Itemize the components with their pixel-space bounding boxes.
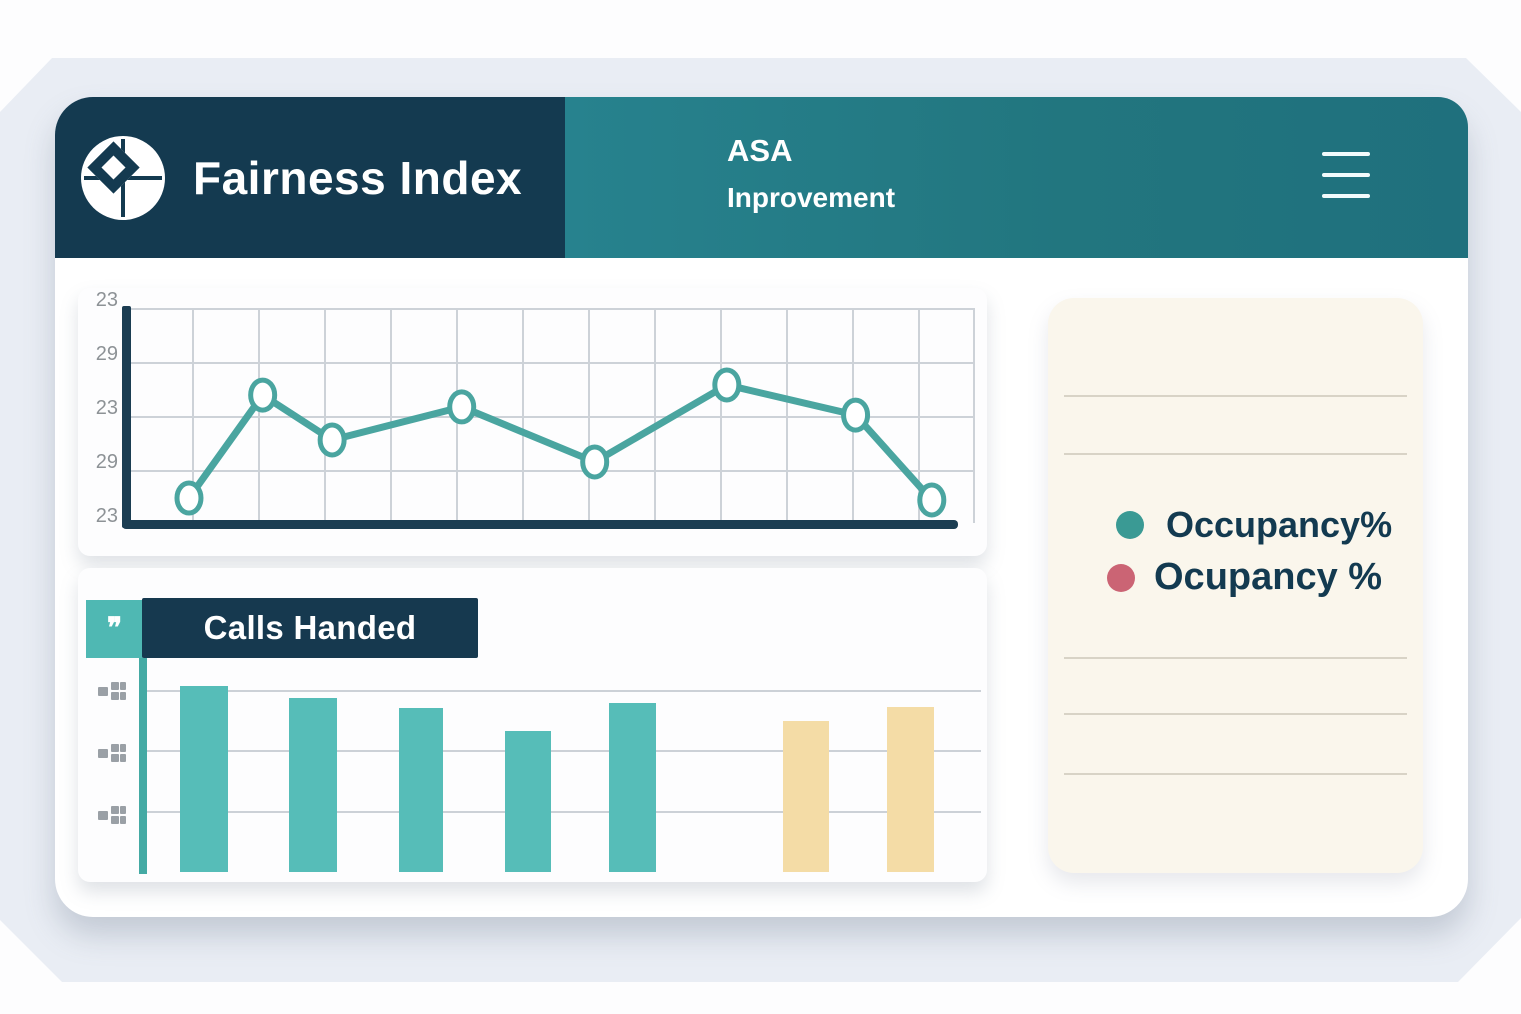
legend-dot-teal bbox=[1116, 511, 1144, 539]
bar-chart-title: Calls Handed bbox=[203, 609, 417, 646]
bar-chart-bars bbox=[144, 662, 984, 872]
bar bbox=[887, 706, 935, 872]
nav-line-primary: ASA bbox=[727, 133, 793, 168]
y-axis-tick: 23 bbox=[95, 289, 118, 311]
bar-chart-gridline bbox=[147, 690, 981, 692]
bar bbox=[609, 702, 657, 872]
legend-divider bbox=[1064, 395, 1407, 397]
y-axis-tick: 29 bbox=[95, 451, 118, 473]
legend-divider bbox=[1064, 453, 1407, 455]
legend-divider bbox=[1064, 713, 1407, 715]
header-nav-band: ASA Inprovement bbox=[565, 97, 1468, 258]
bar bbox=[399, 708, 444, 872]
legend-dot-rose bbox=[1107, 563, 1135, 592]
menu-bar bbox=[1322, 194, 1370, 198]
legend-divider bbox=[1064, 773, 1407, 775]
data-point-marker bbox=[317, 422, 347, 458]
data-point-marker bbox=[841, 397, 871, 433]
line-chart-x-axis bbox=[122, 520, 958, 529]
data-point-marker bbox=[917, 482, 947, 518]
y-axis-tick: 23 bbox=[95, 505, 118, 527]
nav-line-secondary: Inprovement bbox=[727, 181, 896, 213]
nav-text: ASA Inprovement bbox=[727, 133, 895, 214]
line-chart-gridlines bbox=[128, 308, 975, 523]
data-point-marker bbox=[248, 377, 278, 413]
y-axis-tick: 29 bbox=[95, 343, 118, 365]
legend-label: Occupancy% bbox=[1166, 504, 1393, 545]
legend-item-occupancy-teal[interactable]: Occupancy% bbox=[1116, 504, 1392, 546]
app-title: Fairness Index bbox=[193, 151, 523, 204]
brand-logo-icon bbox=[81, 135, 165, 220]
legend-label: Ocupancy % bbox=[1154, 556, 1383, 598]
logo-diamond-icon bbox=[86, 141, 140, 194]
legend-panel: Occupancy% Ocupancy % bbox=[1048, 298, 1423, 873]
menu-bar bbox=[1322, 173, 1370, 177]
grid-icon bbox=[98, 805, 126, 827]
quote-mark-icon: ❞ bbox=[107, 612, 123, 643]
data-point-marker bbox=[174, 480, 204, 516]
bar-chart-accent-square: ❞ bbox=[86, 600, 143, 658]
bar bbox=[505, 731, 551, 872]
grid-icon bbox=[98, 681, 126, 703]
bar-chart-title-box: Calls Handed bbox=[142, 598, 478, 658]
line-series bbox=[186, 381, 935, 503]
bar-chart-gridline bbox=[147, 750, 981, 752]
legend-item-occupancy-rose[interactable]: Ocupancy % bbox=[1107, 556, 1382, 599]
app-header: Fairness Index ASA Inprovement bbox=[55, 97, 1468, 258]
bar bbox=[289, 697, 338, 872]
menu-bar bbox=[1322, 152, 1370, 156]
y-axis-tick: 23 bbox=[95, 397, 118, 419]
bar-chart-y-axis bbox=[139, 658, 147, 874]
data-point-marker bbox=[712, 367, 742, 403]
menu-icon[interactable] bbox=[1322, 152, 1372, 200]
bar-chart-gridline bbox=[147, 811, 981, 813]
data-point-marker bbox=[447, 389, 477, 425]
legend-divider bbox=[1064, 657, 1407, 659]
bar bbox=[783, 721, 830, 872]
line-chart-y-axis bbox=[122, 306, 131, 528]
grid-icon bbox=[98, 743, 126, 765]
bar bbox=[180, 685, 228, 872]
line-chart-svg bbox=[174, 367, 947, 518]
brand-header: Fairness Index bbox=[55, 97, 565, 258]
data-point-marker bbox=[580, 444, 610, 480]
